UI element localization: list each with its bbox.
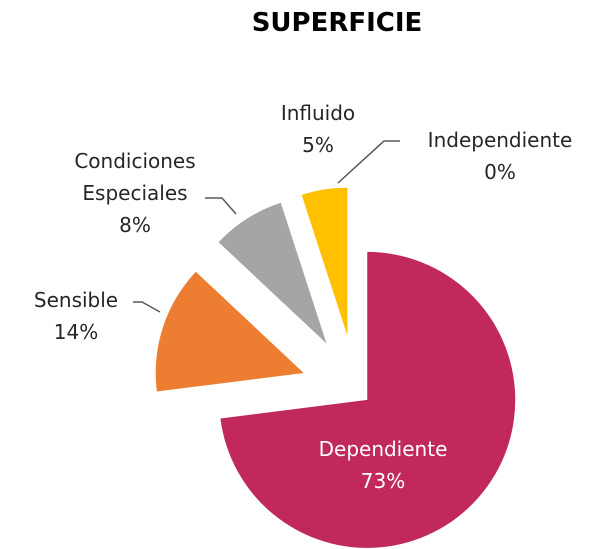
value-label: 14% — [53, 320, 99, 344]
value-label: 73% — [360, 469, 406, 493]
category-label: Influido — [280, 101, 356, 125]
data-label: Influido 5% — [258, 97, 378, 161]
pie-slice — [218, 202, 327, 344]
pie-slice — [155, 271, 304, 392]
category-label: Condiciones Especiales — [74, 149, 196, 205]
value-label: 8% — [119, 213, 151, 237]
category-label: Sensible — [33, 288, 119, 312]
value-label: 0% — [484, 160, 516, 184]
data-label: Condiciones Especiales 8% — [50, 145, 220, 241]
leader-line — [205, 197, 237, 215]
leader-line — [337, 140, 400, 184]
data-label: Independiente 0% — [400, 124, 600, 188]
value-label: 5% — [302, 133, 334, 157]
category-label: Independiente — [427, 128, 573, 152]
pie-slice — [301, 187, 348, 336]
chart-title: SUPERFICIE — [251, 8, 423, 38]
leader-line — [133, 301, 161, 313]
pie-slice — [220, 251, 516, 548]
data-label: Sensible 14% — [6, 284, 146, 348]
category-label: Dependiente — [318, 437, 448, 461]
data-label: Dependiente 73% — [283, 433, 483, 497]
